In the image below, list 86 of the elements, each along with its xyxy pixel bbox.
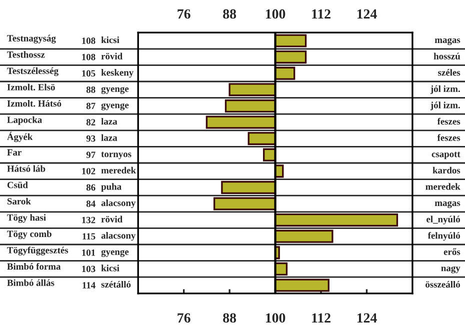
text: rövid (101, 216, 122, 222)
text: kicsi (101, 264, 120, 272)
text: gyenge (101, 250, 129, 257)
y-tick-label: Ágyék (7, 132, 33, 142)
y-tick-label: Testhossz (7, 51, 45, 58)
data-label: 114 (82, 282, 96, 288)
data-label: 115 (82, 233, 96, 240)
bar (274, 214, 398, 227)
y-tick-label: Tögyfüggesztés (7, 246, 68, 256)
data-label: 86 (86, 184, 96, 191)
bar (274, 230, 334, 243)
text: jól izm. (430, 102, 460, 110)
y-tick-label: Tögy hasi (7, 214, 46, 223)
x2-tick-label: 112 (312, 313, 330, 322)
text: alacsony (101, 199, 136, 208)
text: tornyos (101, 152, 132, 160)
data-label: 102 (82, 168, 96, 174)
text: nagy (441, 266, 460, 274)
text: gyenge (101, 87, 129, 94)
text: összeálló (426, 280, 460, 288)
data-label: 88 (86, 86, 96, 93)
data-label: 132 (82, 216, 96, 224)
bar (274, 278, 330, 292)
bar (248, 132, 276, 146)
text: kardos (432, 166, 460, 174)
bar (274, 50, 307, 64)
text: keskeny (101, 69, 134, 78)
text: el_nyúló (426, 216, 460, 224)
text: magas (434, 201, 460, 208)
text: szétálló (101, 280, 131, 288)
text: laza (101, 118, 118, 125)
x-tick-label: 112 (312, 9, 330, 19)
data-label: 82 (86, 119, 96, 126)
bar (221, 180, 276, 194)
bar (213, 197, 276, 210)
y-tick-label: Bimbó forma (7, 262, 61, 270)
text: jól izm. (430, 85, 460, 94)
x2-tick-label: 124 (357, 313, 377, 322)
data-label: 97 (86, 152, 96, 158)
text: magas (434, 38, 460, 46)
x2-tick-label: 100 (266, 313, 286, 323)
text: rövid (101, 52, 122, 60)
text: széles (438, 69, 460, 76)
y-tick-label: Bimbó állás (7, 279, 54, 286)
y-tick-label: Sarok (7, 198, 31, 204)
x-tick-label: 76 (178, 9, 190, 19)
y-tick-label: Testszélesség (7, 67, 58, 76)
y-tick-label: Testnagyság (7, 34, 56, 44)
bar (224, 99, 276, 112)
y-tick-label: Tögy comb (7, 230, 52, 240)
bar (228, 83, 276, 96)
y-tick-label: Izmolt. Hátsó (7, 100, 62, 107)
y-tick-label: Hátsó láb (7, 165, 46, 172)
text: laza (101, 134, 118, 141)
text: gyenge (101, 103, 129, 110)
bar (274, 34, 307, 48)
y-tick-label: Csüd (7, 182, 28, 188)
x-tick-label: 100 (266, 9, 286, 19)
y-tick-label: Far (7, 149, 22, 156)
data-label: 84 (86, 200, 96, 207)
text: hosszú (434, 52, 460, 60)
y-tick-label: Lapocka (7, 116, 42, 125)
text: meredek (426, 183, 460, 190)
bar (274, 66, 296, 80)
data-label: 108 (82, 54, 96, 60)
text: puha (101, 183, 122, 192)
text: alacsony (101, 232, 136, 241)
bar (206, 116, 276, 129)
text: csapott (432, 152, 460, 160)
text: feszes (437, 118, 460, 125)
data-label: 105 (82, 70, 96, 77)
text: kicsi (101, 36, 120, 44)
x2-tick-label: 76 (178, 313, 190, 323)
text: feszes (437, 134, 460, 141)
data-label: 93 (86, 135, 96, 142)
data-label: 87 (86, 102, 96, 110)
y-tick-label: Izmolt. Elsö (7, 84, 55, 90)
data-label: 108 (82, 38, 96, 44)
data-label: 101 (82, 249, 96, 256)
x-tick-label: 88 (223, 9, 236, 19)
x-tick-label: 124 (357, 9, 377, 19)
text: felnyúló (428, 232, 460, 241)
x2-tick-label: 88 (223, 313, 236, 323)
data-label: 103 (82, 266, 96, 272)
text: meredek (101, 166, 136, 174)
text: erős (444, 248, 460, 256)
